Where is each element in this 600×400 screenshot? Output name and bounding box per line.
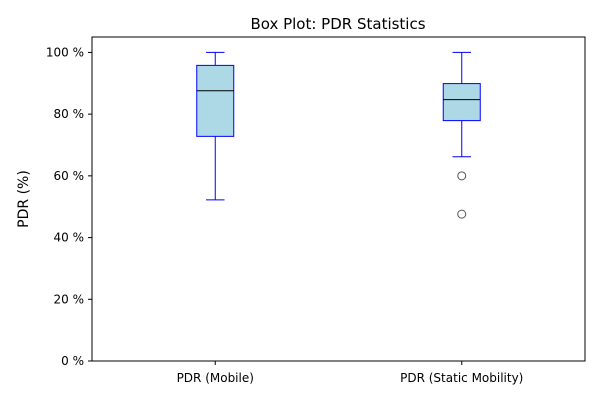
outlier-point [457, 171, 467, 181]
y-tick-label: 40 % [54, 231, 85, 245]
box-static-mobility [442, 51, 481, 219]
box-mobile [196, 51, 235, 201]
y-tick-label: 0 % [61, 354, 84, 368]
outlier-point [457, 209, 467, 219]
box-series [196, 51, 481, 219]
chart-title: Box Plot: PDR Statistics [250, 15, 425, 33]
y-tick-label: 80 % [54, 107, 85, 121]
y-tick-label: 60 % [54, 169, 85, 183]
x-tick-label: PDR (Static Mobility) [400, 371, 523, 385]
interquartile-box [196, 64, 235, 137]
y-axis-ticks: 0 % 20 % 40 % 60 % 80 % 100 % [46, 45, 92, 368]
y-axis-title: PDR (%) [16, 170, 32, 228]
plot-area-frame [91, 36, 586, 362]
y-tick-label: 20 % [54, 292, 85, 306]
x-axis-ticks: PDR (Mobile) PDR (Static Mobility) [177, 361, 523, 385]
x-tick-label: PDR (Mobile) [177, 371, 254, 385]
interquartile-box [442, 83, 481, 122]
y-tick-label: 100 % [46, 45, 84, 59]
